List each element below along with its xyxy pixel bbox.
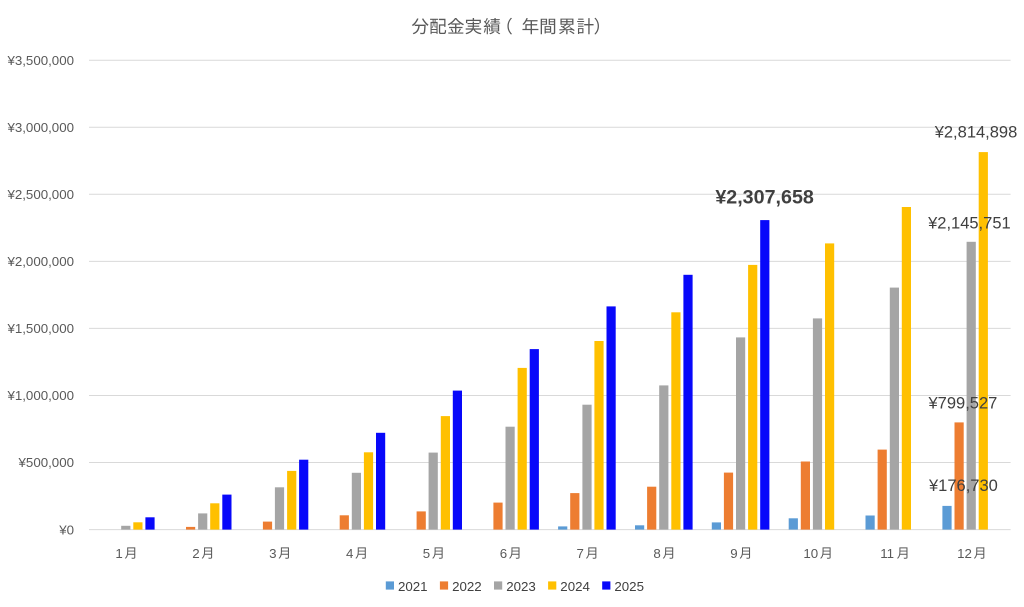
svg-text:2022: 2022 xyxy=(452,579,482,594)
svg-text:5: 5 xyxy=(423,546,430,561)
svg-text:¥0: ¥0 xyxy=(58,522,74,537)
svg-text:¥2,000,000: ¥2,000,000 xyxy=(6,254,74,269)
svg-text:¥1,000,000: ¥1,000,000 xyxy=(6,388,74,403)
svg-text:10: 10 xyxy=(803,546,818,561)
svg-text:11: 11 xyxy=(880,546,894,561)
svg-text:¥2,145,751: ¥2,145,751 xyxy=(927,214,1011,232)
svg-text:8: 8 xyxy=(653,546,660,561)
svg-text:¥1,500,000: ¥1,500,000 xyxy=(6,321,74,336)
svg-text:2: 2 xyxy=(192,546,199,561)
svg-text:2021: 2021 xyxy=(398,579,428,594)
svg-text:¥3,000,000: ¥3,000,000 xyxy=(6,120,74,135)
svg-text:4: 4 xyxy=(346,546,353,561)
svg-text:2025: 2025 xyxy=(614,579,644,594)
svg-text:7: 7 xyxy=(577,546,584,561)
svg-text:¥3,500,000: ¥3,500,000 xyxy=(6,53,74,68)
svg-text:6: 6 xyxy=(500,546,507,561)
svg-text:2023: 2023 xyxy=(506,579,536,594)
svg-text:¥2,307,658: ¥2,307,658 xyxy=(715,187,814,209)
svg-text:¥799,527: ¥799,527 xyxy=(927,395,997,413)
svg-text:3: 3 xyxy=(269,546,276,561)
svg-text:12: 12 xyxy=(957,546,972,561)
svg-text:9: 9 xyxy=(730,546,737,561)
svg-text:¥2,500,000: ¥2,500,000 xyxy=(6,187,74,202)
svg-text:¥176,730: ¥176,730 xyxy=(928,477,998,495)
svg-text:2024: 2024 xyxy=(560,579,590,594)
svg-text:¥2,814,898: ¥2,814,898 xyxy=(934,123,1018,141)
svg-text:1: 1 xyxy=(115,546,122,561)
svg-text:¥500,000: ¥500,000 xyxy=(18,455,74,470)
